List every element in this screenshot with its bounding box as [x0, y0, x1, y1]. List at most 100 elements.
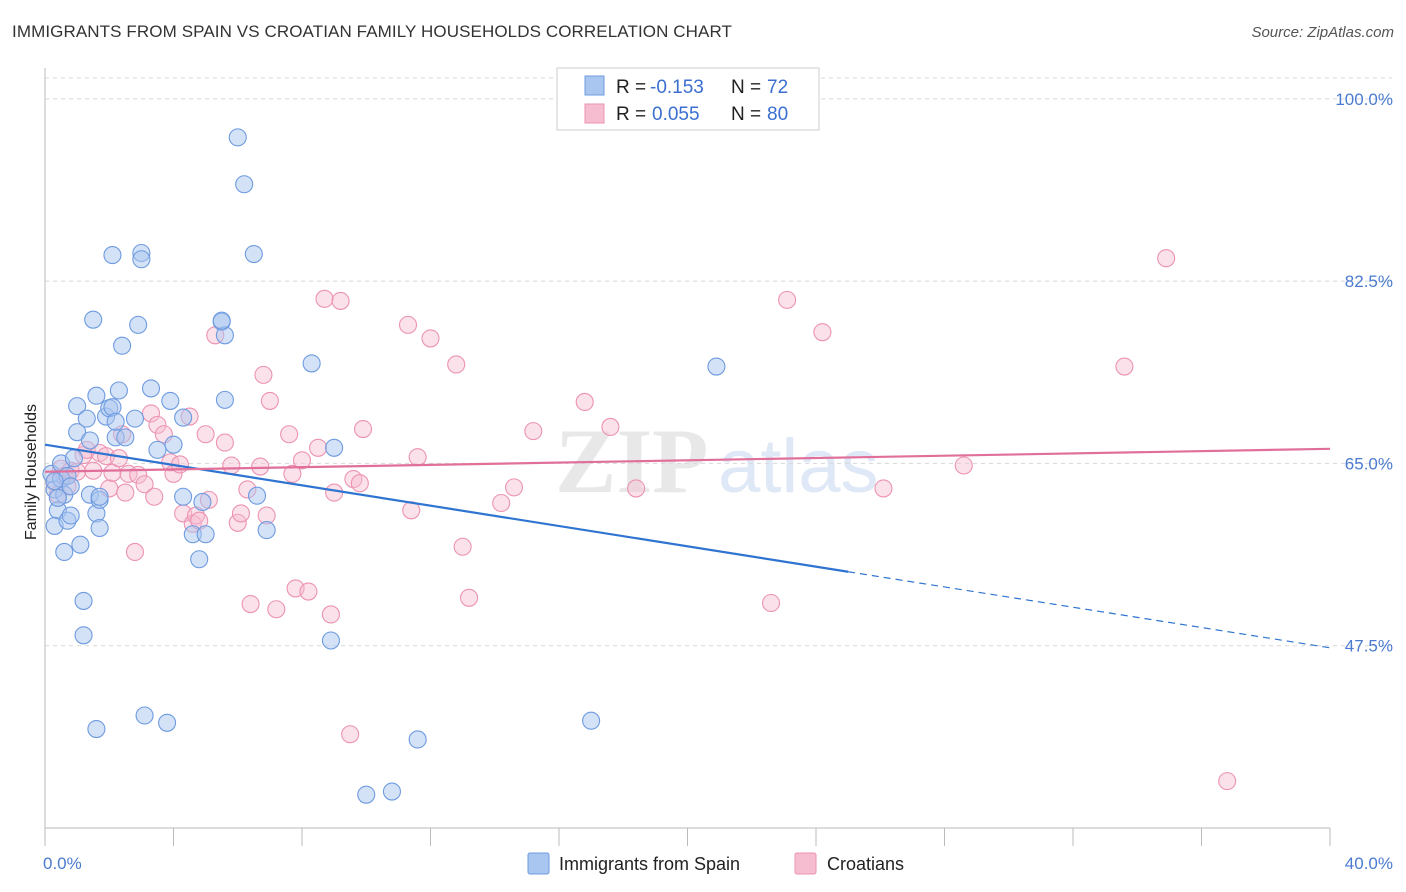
- croatian-point: [353, 419, 373, 439]
- spain-point: [141, 379, 161, 398]
- croatian-point: [813, 323, 832, 342]
- croatian-point: [280, 425, 299, 444]
- croatian-point: [504, 478, 524, 497]
- croatian-point: [778, 290, 797, 309]
- croatian-point: [1115, 357, 1134, 376]
- legend-r-label-spain: R =: [616, 77, 646, 98]
- watermark-atlas: atlas: [718, 424, 879, 509]
- croatian-point: [1218, 772, 1237, 791]
- croatian-point: [315, 289, 334, 308]
- croatian-point: [492, 493, 511, 513]
- y-tick-label: 100.0%: [1335, 90, 1393, 109]
- croatian-points: [45, 249, 1237, 791]
- spain-point: [135, 706, 154, 725]
- croatian-point: [283, 464, 302, 483]
- croatian-point: [341, 725, 360, 744]
- croatian-point: [116, 483, 135, 502]
- croatian-point: [447, 355, 466, 374]
- spain-point: [84, 310, 103, 329]
- croatian-point: [601, 417, 620, 437]
- spain-point: [193, 492, 212, 512]
- chart-title: IMMIGRANTS FROM SPAIN VS CROATIAN FAMILY…: [12, 22, 733, 41]
- spain-point: [48, 488, 67, 507]
- croatian-point: [228, 513, 247, 532]
- spain-point: [164, 435, 183, 454]
- spain-point: [408, 730, 427, 749]
- trend-lines: [44, 443, 1331, 649]
- legend-r-value-croatian: 0.055: [652, 104, 700, 125]
- spain-point: [103, 398, 122, 417]
- spain-trend-extension: [848, 571, 1331, 649]
- croatian-point: [267, 600, 286, 619]
- croatian-point: [241, 594, 260, 614]
- spain-point: [106, 412, 125, 431]
- croatian-point: [421, 329, 440, 348]
- spain-point: [302, 354, 321, 373]
- spain-point: [116, 428, 135, 447]
- croatian-point: [874, 479, 893, 498]
- spain-point: [582, 711, 601, 730]
- croatian-point: [331, 291, 350, 310]
- croatian-point: [215, 433, 234, 452]
- legend-n-value-croatian: 80: [767, 104, 788, 125]
- y-tick-label: 47.5%: [1345, 637, 1393, 656]
- croatian-point: [231, 504, 251, 523]
- legend-swatch-croatians: [794, 852, 817, 875]
- spain-point: [325, 438, 344, 457]
- spain-point: [158, 713, 177, 732]
- spain-point: [174, 487, 193, 506]
- correlation-legend: R = -0.153 N = 72 R = 0.055 N = 80: [556, 67, 820, 131]
- spain-point: [707, 357, 726, 376]
- legend-n-value-spain: 72: [767, 77, 788, 98]
- spain-point: [129, 315, 148, 334]
- croatian-point: [292, 451, 312, 470]
- croatian-point: [254, 365, 273, 384]
- spain-point: [109, 381, 128, 400]
- series-legend: Immigrants from Spain Croatians: [527, 852, 904, 875]
- spain-point: [382, 782, 402, 801]
- spain-point: [74, 626, 93, 645]
- spain-point: [190, 550, 209, 569]
- spain-point: [77, 409, 96, 428]
- croatian-point: [309, 438, 328, 457]
- y-tick-label: 65.0%: [1345, 454, 1393, 473]
- y-tick-label: 82.5%: [1345, 272, 1393, 291]
- legend-swatch-croatian: [584, 103, 605, 124]
- spain-point: [228, 128, 247, 147]
- legend-n-label-croatian: N =: [731, 104, 761, 125]
- spain-point: [71, 535, 90, 554]
- croatian-point: [148, 415, 167, 434]
- legend-n-label-spain: N =: [731, 77, 761, 98]
- legend-r-label-croatian: R =: [616, 104, 646, 125]
- croatian-point: [125, 542, 144, 562]
- spain-point: [61, 477, 80, 496]
- spain-point: [148, 440, 167, 459]
- x-tick-label-min: 0.0%: [43, 854, 82, 873]
- croatian-point: [524, 422, 543, 441]
- spain-point: [68, 397, 87, 416]
- spain-point: [244, 244, 263, 264]
- spain-point: [113, 336, 132, 355]
- croatian-point: [145, 487, 164, 506]
- spain-point: [247, 486, 267, 505]
- legend-swatch-immigrants-from-spain: [527, 852, 550, 875]
- axes: [44, 68, 1331, 846]
- spain-point: [55, 542, 74, 562]
- croatian-point: [135, 475, 154, 494]
- spain-point: [212, 311, 231, 330]
- legend-swatch-spain: [584, 75, 605, 96]
- tick-labels: 47.5% 65.0% 82.5% 100.0% 0.0% 40.0%: [43, 90, 1393, 873]
- croatian-point: [260, 391, 279, 410]
- croatian-point: [954, 456, 973, 475]
- spain-trend-line: [44, 443, 849, 573]
- croatian-trend-line: [44, 447, 1331, 473]
- croatian-point: [408, 448, 427, 467]
- spain-point: [74, 591, 93, 610]
- spain-point: [357, 785, 376, 804]
- spain-point: [235, 175, 254, 194]
- spain-point: [61, 506, 80, 525]
- croatian-point: [459, 588, 479, 607]
- croatian-point: [627, 479, 646, 498]
- spain-point: [125, 409, 144, 428]
